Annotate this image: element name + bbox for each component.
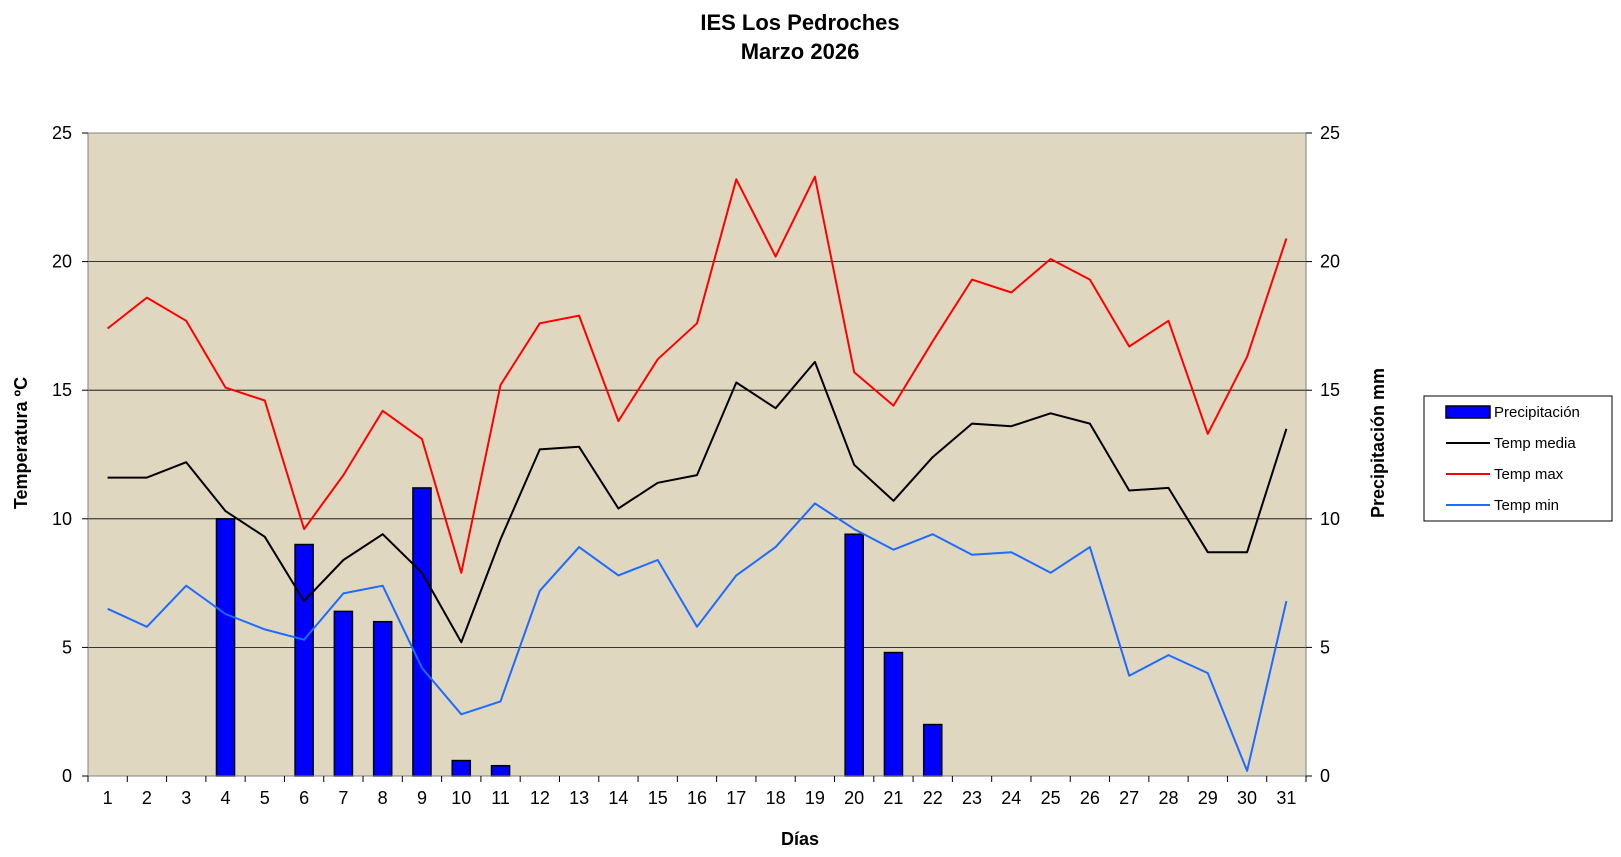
x-tick-label: 16 — [687, 788, 707, 808]
series-line-temp-media — [107, 360, 1288, 644]
x-tick-label: 31 — [1276, 788, 1296, 808]
precipitation-bars — [215, 487, 943, 777]
precipitation-bar — [490, 764, 511, 777]
x-tick-label: 19 — [805, 788, 825, 808]
x-tick-label: 10 — [451, 788, 471, 808]
x-tick-label: 23 — [962, 788, 982, 808]
precipitation-bar — [412, 487, 432, 777]
x-tick-label: 7 — [338, 788, 348, 808]
legend-label-temp-media: Temp media — [1494, 435, 1576, 452]
precipitation-bar — [922, 723, 943, 777]
x-tick-label: 8 — [378, 788, 388, 808]
y-tick-label: 10 — [52, 509, 72, 529]
y2-tick-label: 20 — [1320, 252, 1340, 272]
x-tick-label: 3 — [181, 788, 191, 808]
y-axis-title: Temperatura ºC — [11, 377, 31, 509]
y2-tick-label: 5 — [1320, 637, 1330, 657]
y2-tick-label: 10 — [1320, 509, 1340, 529]
x-tick-label: 15 — [648, 788, 668, 808]
y2-tick-label: 15 — [1320, 380, 1340, 400]
temperature-lines — [106, 175, 1288, 772]
x-tick-label: 14 — [608, 788, 628, 808]
y-tick-label: 5 — [62, 637, 72, 657]
precipitation-bar — [883, 651, 904, 777]
legend: Precipitación Temp media Temp max Temp m… — [1423, 395, 1613, 522]
precipitation-bar — [215, 518, 236, 777]
x-tick-label: 4 — [221, 788, 231, 808]
x-tick-label: 11 — [491, 788, 510, 808]
x-tick-label: 29 — [1198, 788, 1218, 808]
y2-axis-title: Precipitación mm — [1368, 368, 1388, 518]
precipitation-bar — [451, 759, 472, 777]
chart-title: IES Los Pedroches — [700, 10, 899, 35]
y2-tick-label: 25 — [1320, 123, 1340, 143]
x-tick-label: 13 — [569, 788, 589, 808]
x-tick-label: 26 — [1080, 788, 1100, 808]
y-tick-label: 0 — [62, 766, 72, 786]
precipitation-bar — [844, 533, 864, 777]
legend-label-precipitacion: Precipitación — [1494, 404, 1580, 421]
y-tick-label: 25 — [52, 123, 72, 143]
x-tick-label: 17 — [726, 788, 746, 808]
gridlines — [88, 261, 1306, 648]
y2-tick-label: 0 — [1320, 766, 1330, 786]
x-tick-label: 24 — [1001, 788, 1021, 808]
y-tick-label: 15 — [52, 380, 72, 400]
x-tick-label: 28 — [1158, 788, 1178, 808]
x-tick-label: 21 — [883, 788, 903, 808]
precipitation-bar — [294, 543, 314, 777]
x-tick-label: 25 — [1041, 788, 1061, 808]
legend-label-temp-max: Temp max — [1494, 466, 1564, 483]
plot-area — [88, 133, 1306, 776]
precipitation-bar — [372, 620, 393, 777]
legend-label-temp-min: Temp min — [1494, 497, 1559, 514]
x-tick-label: 20 — [844, 788, 864, 808]
x-tick-label: 2 — [142, 788, 152, 808]
x-tick-label: 18 — [766, 788, 786, 808]
x-tick-label: 6 — [299, 788, 309, 808]
chart-subtitle: Marzo 2026 — [741, 39, 860, 64]
x-tick-label: 1 — [103, 788, 113, 808]
x-tick-label: 9 — [417, 788, 427, 808]
series-line-temp-min — [107, 502, 1288, 772]
x-tick-label: 27 — [1119, 788, 1139, 808]
series-line-temp-max — [106, 175, 1288, 574]
x-tick-label: 5 — [260, 788, 270, 808]
y-tick-label: 20 — [52, 252, 72, 272]
x-tick-label: 22 — [923, 788, 943, 808]
x-tick-label: 30 — [1237, 788, 1257, 808]
precipitation-bar — [333, 610, 354, 777]
x-axis-title: Días — [781, 829, 819, 849]
plot-frame — [87, 132, 1307, 777]
x-tick-label: 12 — [530, 788, 550, 808]
legend-swatch-precipitacion — [1445, 405, 1491, 419]
